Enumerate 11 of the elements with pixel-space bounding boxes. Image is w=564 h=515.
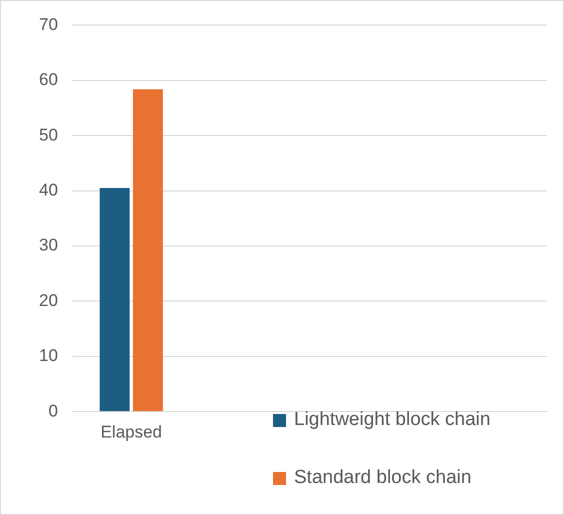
legend-label: Standard block chain [294,467,472,489]
y-tick-label: 0 [48,401,58,420]
y-tick-label: 50 [38,125,58,144]
y-tick-label: 20 [38,290,58,310]
legend-label: Lightweight block chain [294,409,490,431]
y-tick-label: 60 [38,70,58,90]
y-tick-label: 30 [38,236,58,255]
y-tick-label: 70 [38,14,58,34]
y-tick-label: 10 [38,346,58,366]
y-tick-label: 40 [38,180,58,200]
x-tick-label: Elapsed [100,422,162,442]
